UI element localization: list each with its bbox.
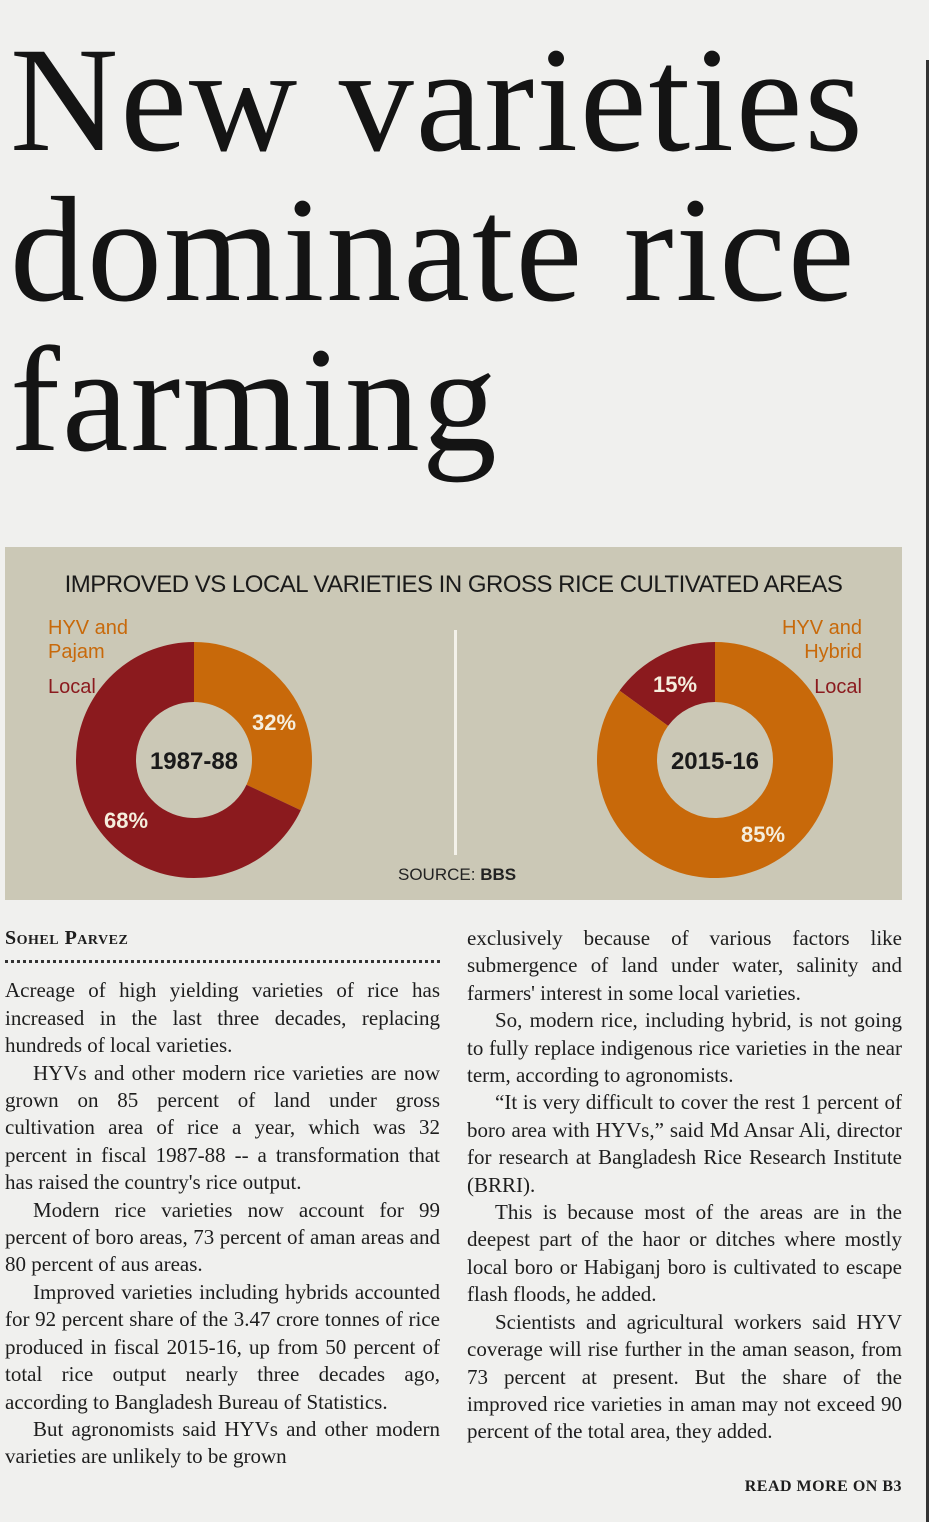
read-more-link[interactable]: READ MORE ON B3 [744,1478,902,1495]
headline: New varieties dominate rice farming [10,17,865,483]
infographic: IMPROVED VS LOCAL VARIETIES IN GROSS RIC… [5,547,902,900]
legend-improved-right: HYV and Hybrid [781,617,862,663]
donut-charts: 1987-88 32% 68% 2015-16 15% 85% [76,642,834,878]
donut-slice-improved [597,642,834,878]
chart-divider [454,630,457,855]
article-paragraph: Acreage of high yielding varieties of ri… [5,978,440,1058]
donut-center-label: 1987-88 [150,748,238,775]
donut-value-label: 85% [741,822,785,847]
article-paragraph: “It is very difficult to cover the rest … [467,1090,902,1197]
byline-divider [5,960,440,964]
donut-slice-local [76,642,301,878]
donut-slice-improved [194,642,312,811]
legend-local-left: Local [48,676,96,698]
byline: Sohel Parvez [5,927,129,949]
article-column-right: exclusively because of various factors l… [467,925,902,1446]
article-paragraph: This is because most of the areas are in… [467,1200,902,1307]
donut-value-label: 32% [252,710,296,735]
donut-value-label: 15% [653,672,697,697]
legend-improved-left: HYV and Pajam [48,617,129,663]
article-paragraph: HYVs and other modern rice varieties are… [5,1060,440,1195]
article-paragraph: So, modern rice, including hybrid, is no… [467,1008,902,1088]
legend-local-right: Local [814,676,862,698]
article-paragraph: Improved varieties including hybrids acc… [5,1279,440,1414]
donut-center-label: 2015-16 [671,748,759,775]
donut-slice-local [619,642,715,726]
source-label: SOURCE: [398,865,476,884]
article-paragraph: But agronomists said HYVs and other mode… [5,1416,440,1469]
source-value: BBS [480,865,517,884]
article-column-left: Sohel Parvez Acreage of high yielding va… [5,925,440,1471]
article-paragraph: Modern rice varieties now account for 99… [5,1197,440,1277]
page-edge-rule [926,60,929,1522]
chart-source: SOURCE: BBS [398,865,516,885]
article-paragraph: exclusively because of various factors l… [467,926,902,1005]
article-paragraph: Scientists and agricultural workers said… [467,1309,902,1444]
donut-value-label: 68% [104,808,148,833]
chart-title: IMPROVED VS LOCAL VARIETIES IN GROSS RIC… [64,571,843,598]
